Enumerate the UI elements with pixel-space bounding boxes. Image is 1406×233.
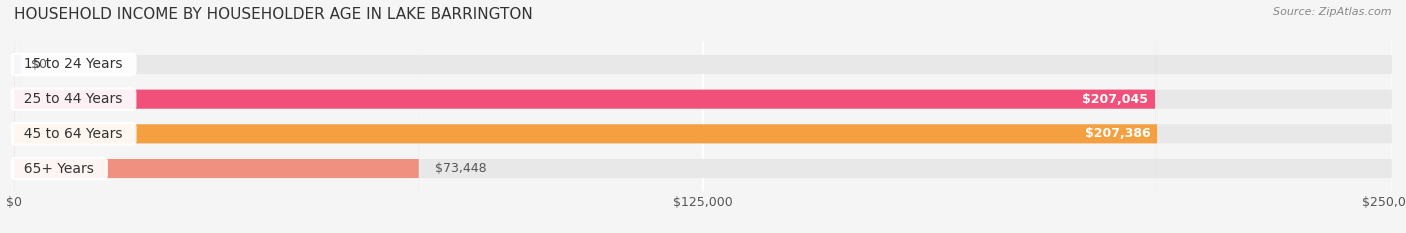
Text: $207,045: $207,045 [1083, 93, 1149, 106]
Text: $207,386: $207,386 [1084, 127, 1150, 140]
Text: 15 to 24 Years: 15 to 24 Years [15, 58, 132, 72]
Text: HOUSEHOLD INCOME BY HOUSEHOLDER AGE IN LAKE BARRINGTON: HOUSEHOLD INCOME BY HOUSEHOLDER AGE IN L… [14, 7, 533, 22]
FancyBboxPatch shape [14, 0, 1392, 233]
Text: $0: $0 [31, 58, 46, 71]
FancyBboxPatch shape [14, 0, 1392, 233]
FancyBboxPatch shape [14, 0, 21, 233]
FancyBboxPatch shape [14, 0, 1392, 233]
Text: 45 to 64 Years: 45 to 64 Years [15, 127, 132, 141]
FancyBboxPatch shape [14, 0, 1157, 233]
FancyBboxPatch shape [14, 0, 1156, 233]
FancyBboxPatch shape [14, 0, 419, 233]
Text: Source: ZipAtlas.com: Source: ZipAtlas.com [1274, 7, 1392, 17]
Text: $73,448: $73,448 [436, 162, 486, 175]
Text: 25 to 44 Years: 25 to 44 Years [15, 92, 132, 106]
Text: 65+ Years: 65+ Years [15, 161, 103, 175]
FancyBboxPatch shape [14, 0, 1392, 233]
